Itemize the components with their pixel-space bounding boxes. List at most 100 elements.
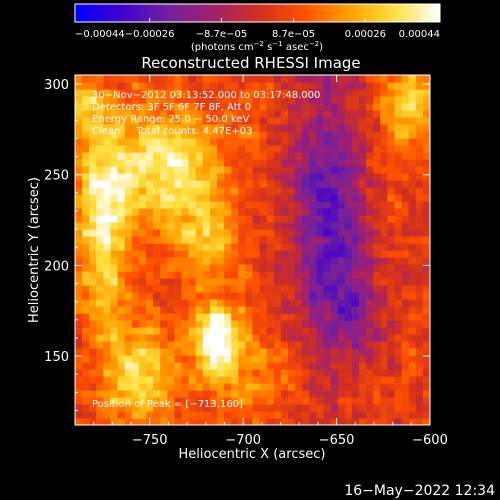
heatmap-cell [415,215,424,223]
heatmap-cell [422,194,430,202]
heatmap-cell [295,208,303,216]
heatmap-cell [366,124,374,132]
heatmap-cell [280,173,289,181]
heatmap-cell [330,369,339,377]
heatmap-cell [146,145,154,153]
heatmap-cell [273,222,282,230]
heatmap-cell [330,187,339,195]
heatmap-cell [295,103,303,111]
heatmap-cell [415,362,424,370]
heatmap-cell [103,299,112,307]
heatmap-cell [359,89,367,97]
heatmap-cell [373,89,381,97]
heatmap-cell [160,152,168,160]
heatmap-cell [302,194,310,202]
heatmap-cell [401,187,410,195]
heatmap-cell [217,110,225,118]
heatmap-cell [380,159,388,167]
heatmap-cell [131,390,140,398]
heatmap-cell [373,152,381,160]
heatmap-cell [323,250,332,258]
heatmap-cell [188,278,197,286]
heatmap-cell [273,194,282,202]
heatmap-cell [131,355,140,363]
heatmap-cell [110,131,119,139]
heatmap-cell [394,355,403,363]
heatmap-cell [351,201,360,209]
heatmap-cell [337,362,346,370]
heatmap-cell [167,278,175,286]
heatmap-cell [394,159,403,167]
heatmap-cell [82,369,90,377]
heatmap-cell [138,131,147,139]
heatmap-cell [117,201,126,209]
heatmap-cell [330,285,339,293]
heatmap-cell [245,236,254,244]
heatmap-cell [75,320,83,328]
heatmap-cell [188,411,197,419]
heatmap-cell [224,138,232,146]
heatmap-cell [117,173,126,181]
heatmap-cell [359,173,367,181]
heatmap-cell [337,355,346,363]
heatmap-cell [110,110,119,118]
heatmap-cell [117,369,126,377]
heatmap-cell [245,145,254,153]
heatmap-cell [181,194,190,202]
heatmap-cell [408,180,417,188]
heatmap-cell [302,250,310,258]
heatmap-cell [252,271,261,279]
heatmap-cell [309,222,317,230]
heatmap-cell [195,299,204,307]
heatmap-cell [174,278,183,286]
heatmap-cell [103,152,112,160]
heatmap-cell [82,404,90,412]
heatmap-cell [138,369,147,377]
heatmap-cell [131,187,140,195]
heatmap-cell [252,264,261,272]
heatmap-cell [138,96,147,104]
heatmap-cell [259,404,268,412]
heatmap-cell [394,250,403,258]
heatmap-cell [295,110,303,118]
heatmap-cell [401,159,410,167]
heatmap-cell [146,222,154,230]
heatmap-cell [273,257,282,265]
heatmap-cell [288,278,296,286]
heatmap-cell [408,264,417,272]
heatmap-cell [323,110,332,118]
heatmap-cell [146,369,154,377]
heatmap-cell [96,103,104,111]
heatmap-cell [359,159,367,167]
heatmap-cell [415,159,424,167]
heatmap-cell [337,313,346,321]
heatmap-cell [195,383,204,391]
heatmap-cell [181,397,190,405]
heatmap-cell [359,313,367,321]
heatmap-cell [295,264,303,272]
heatmap-cell [273,89,282,97]
heatmap-cell [330,355,339,363]
heatmap-cell [266,166,275,174]
heatmap-cell [195,376,204,384]
heatmap-cell [174,159,183,167]
heatmap-cell [273,404,282,412]
heatmap-cell [209,89,218,97]
heatmap-cell [138,278,147,286]
heatmap-cell [344,75,353,83]
heatmap-cell [380,327,388,335]
heatmap-cell [394,208,403,216]
heatmap-cell [394,320,403,328]
heatmap-cell [188,103,197,111]
heatmap-cell [373,320,381,328]
heatmap-cell [280,292,289,300]
heatmap-cell [153,390,161,398]
heatmap-cell [146,250,154,258]
heatmap-cell [209,173,218,181]
heatmap-cell [195,341,204,349]
heatmap-cell [167,201,175,209]
heatmap-cell [366,257,374,265]
heatmap-cell [351,194,360,202]
heatmap-cell [330,117,339,125]
heatmap-cell [153,341,161,349]
